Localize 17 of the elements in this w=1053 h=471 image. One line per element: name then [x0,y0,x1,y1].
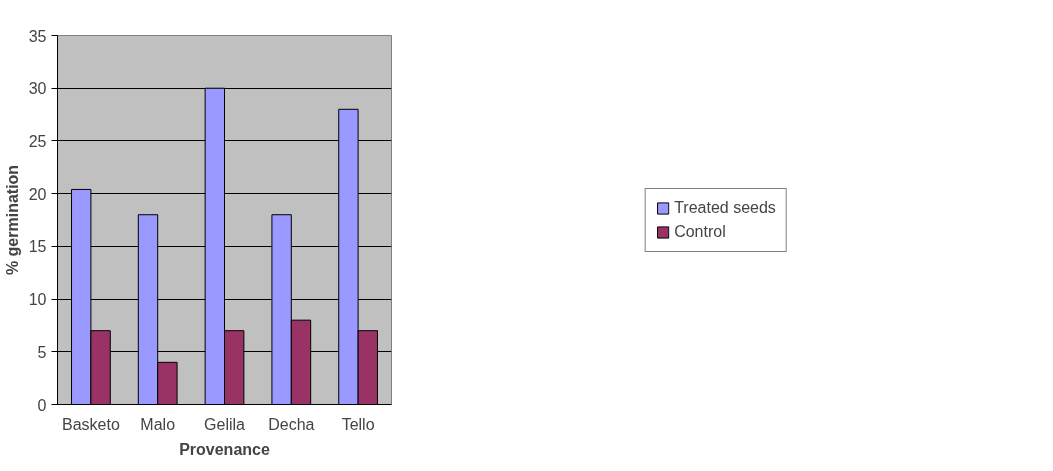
y-tick-label: 20 [28,185,47,203]
y-axis-title: % germination [3,164,21,276]
y-tick-label: 5 [37,343,47,361]
y-tick-label: 15 [28,238,47,256]
legend-label: Treated seeds [674,198,776,217]
x-axis-title: Provenance [179,440,270,458]
y-tick-label: 35 [28,27,47,45]
x-tick-label: Tello [341,415,375,433]
x-tick-label: Gelila [204,415,246,433]
y-tick-label: 0 [37,396,47,414]
x-tick-label: Basketo [61,415,120,433]
y-tick-label: 10 [28,291,47,309]
legend-label: Control [674,222,726,241]
x-tick-label: Malo [140,415,176,433]
y-tick-label: 30 [28,80,47,98]
y-tick-label: 25 [28,132,47,150]
x-tick-label: Decha [268,415,315,433]
